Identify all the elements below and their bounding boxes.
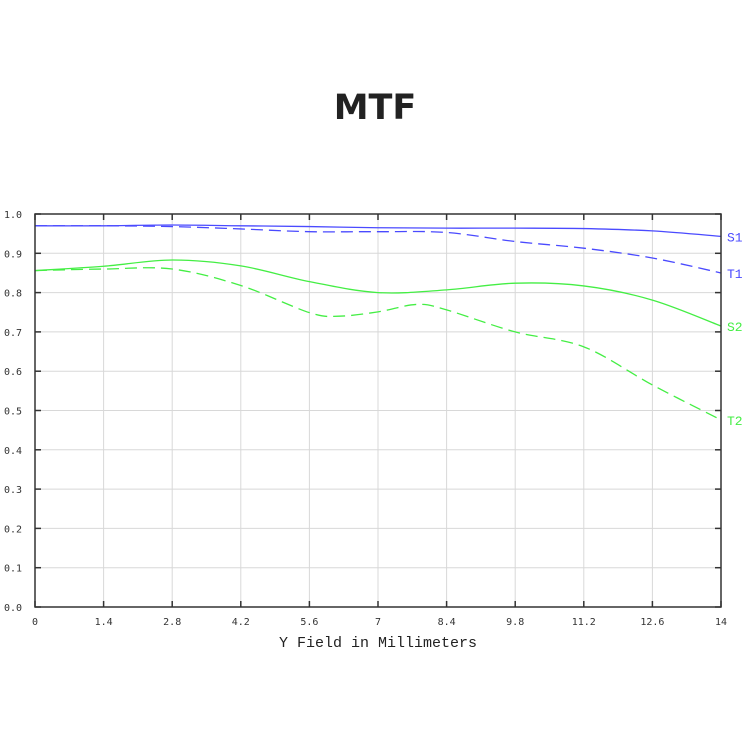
y-tick-label: 0.8 xyxy=(4,289,22,300)
x-tick-label: 7 xyxy=(375,617,381,628)
y-tick-label: 0.1 xyxy=(4,564,22,575)
series-label-t1: T1 xyxy=(727,267,743,282)
y-tick-label: 0.4 xyxy=(4,446,22,457)
series-label-s1: S1 xyxy=(727,230,743,245)
y-tick-label: 1.0 xyxy=(4,210,22,221)
x-tick-label: 8.4 xyxy=(438,617,456,628)
x-tick-label: 2.8 xyxy=(163,617,181,628)
plot-frame xyxy=(34,213,722,608)
x-tick-label: 11.2 xyxy=(572,617,596,628)
x-tick-label: 0 xyxy=(32,617,38,628)
curves xyxy=(34,224,722,421)
y-tick-label: 0.3 xyxy=(4,485,22,496)
x-tick-label: 9.8 xyxy=(506,617,524,628)
series-line-s1 xyxy=(34,224,722,238)
y-tick-label: 0.5 xyxy=(4,407,22,418)
series-line-t2 xyxy=(34,267,722,421)
x-tick-label: 14 xyxy=(715,617,727,628)
axes xyxy=(34,213,722,608)
y-tick-label: 0.6 xyxy=(4,367,22,378)
y-tick-label: 0.7 xyxy=(4,328,22,339)
chart-title: MTF xyxy=(333,88,417,128)
grid xyxy=(35,214,721,607)
series-label-t2: T2 xyxy=(727,414,743,429)
y-tick-label: 0.9 xyxy=(4,249,22,260)
x-tick-label: 5.6 xyxy=(300,617,318,628)
x-axis-label: Y Field in Millimeters xyxy=(279,635,477,652)
y-tick-label: 0.0 xyxy=(4,603,22,614)
x-tick-label: 4.2 xyxy=(232,617,250,628)
series-line-t1 xyxy=(34,225,722,274)
tick-labels: 0 1.4 2.8 4.2 5.6 7 8.4 9.8 11.2 12.6 14 0.0 0.1 0.2 0… xyxy=(4,210,743,628)
x-tick-label: 1.4 xyxy=(95,617,113,628)
x-tick-label: 12.6 xyxy=(640,617,664,628)
y-tick-label: 0.2 xyxy=(4,524,22,535)
series-label-s2: S2 xyxy=(727,320,743,335)
series-line-s2 xyxy=(34,259,722,327)
